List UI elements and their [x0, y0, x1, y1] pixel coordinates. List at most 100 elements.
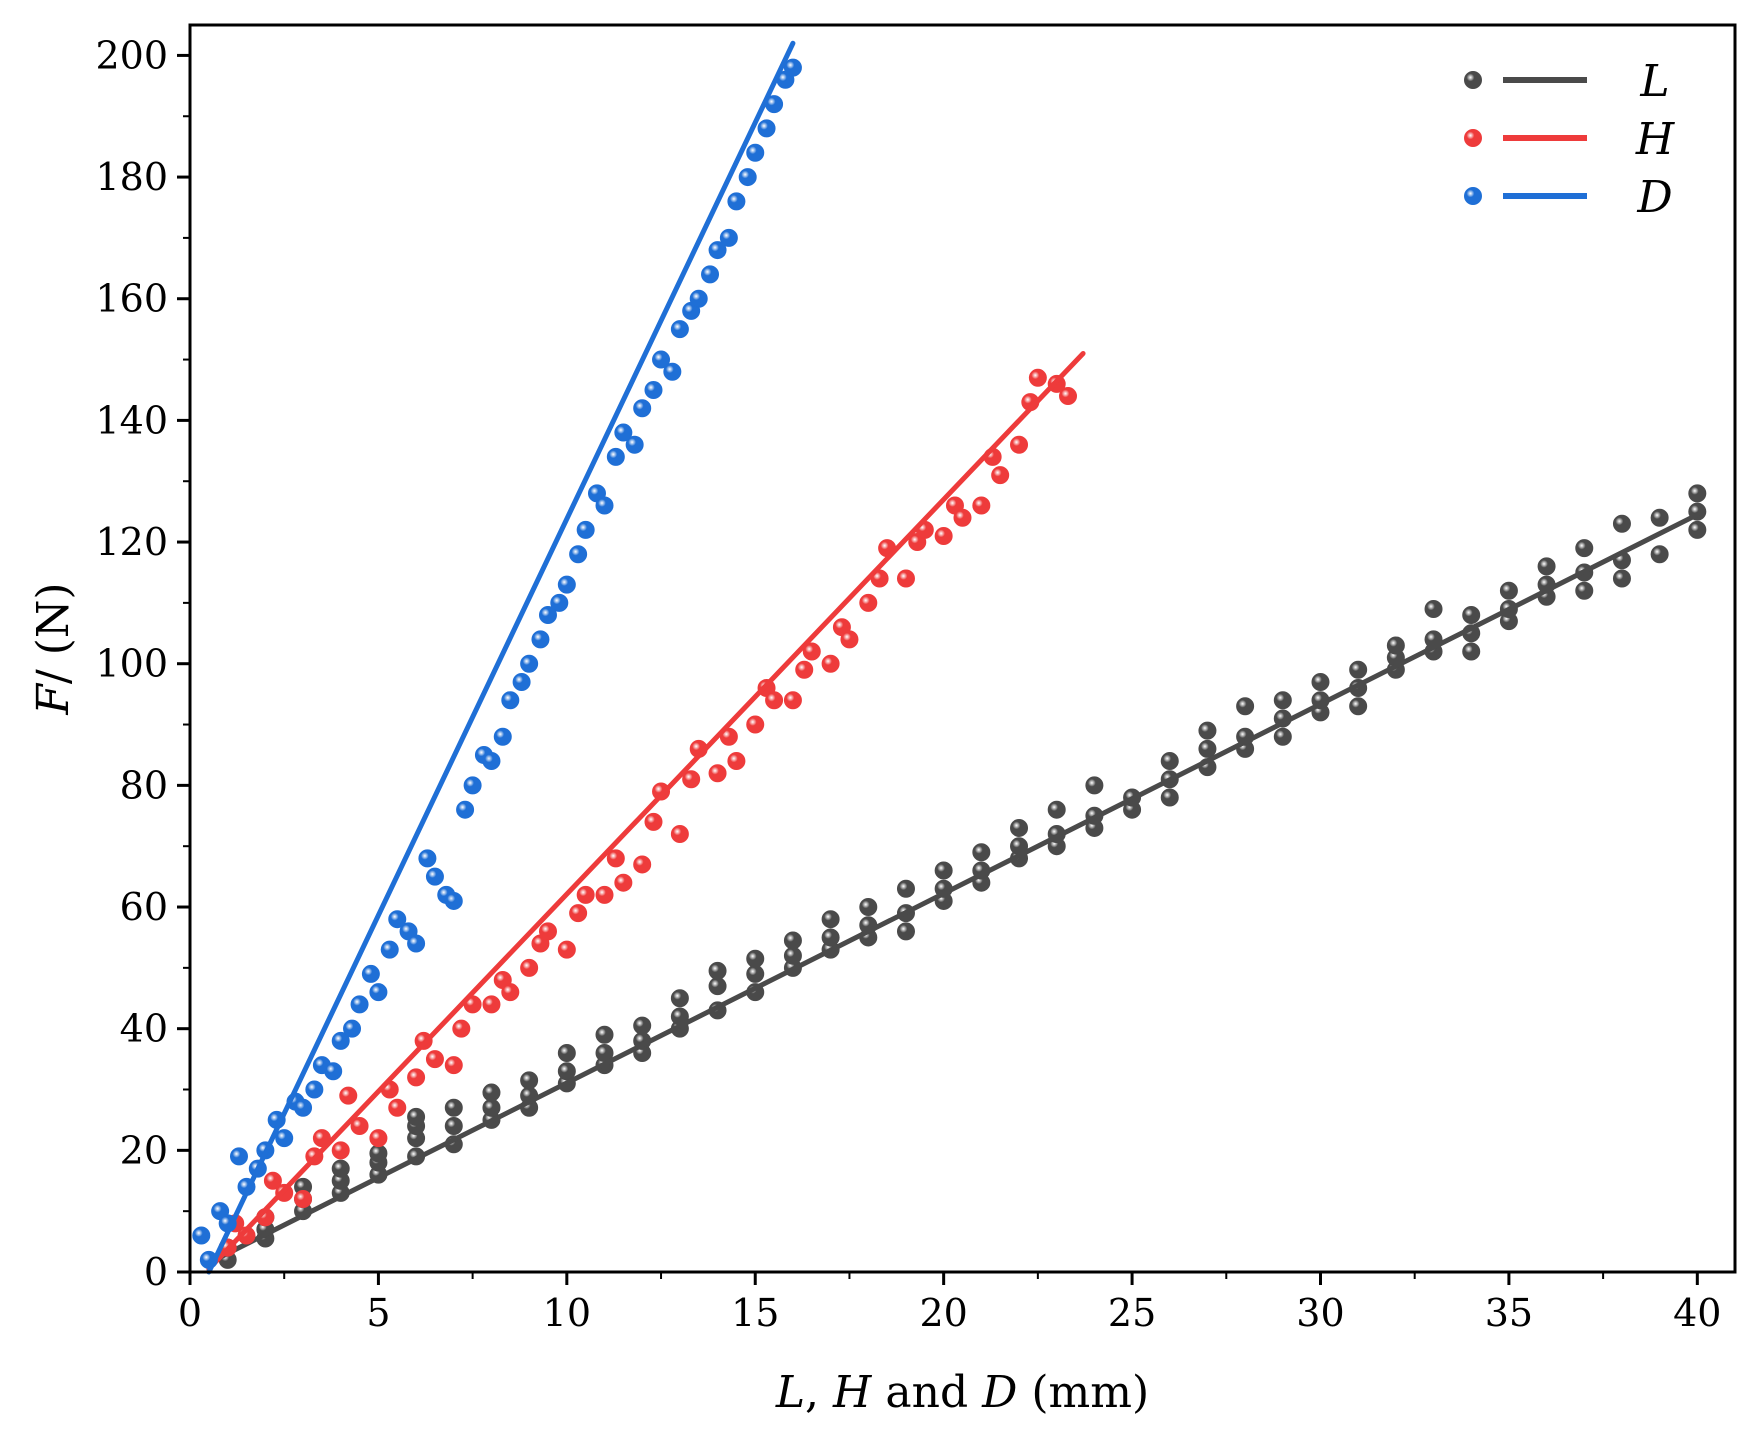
x-tick-label: 30 — [1296, 1291, 1344, 1335]
data-point-H — [708, 764, 727, 783]
data-point-L — [1688, 520, 1707, 539]
data-point-L — [1160, 788, 1179, 807]
data-point-H — [331, 1141, 350, 1160]
data-point-D — [719, 228, 738, 247]
data-point-L — [821, 928, 840, 947]
data-point-H — [339, 1086, 358, 1105]
data-point-H — [614, 873, 633, 892]
data-point-L — [1273, 691, 1292, 710]
data-point-L — [1386, 636, 1405, 655]
data-point-D — [324, 1062, 343, 1081]
fit-line-D — [206, 40, 796, 1275]
data-point-D — [595, 496, 614, 515]
data-point-L — [1612, 514, 1631, 533]
data-point-D — [557, 575, 576, 594]
x-axis-title: L, H and D (mm) — [775, 1367, 1149, 1418]
data-point-D — [738, 168, 757, 187]
data-point-D — [192, 1226, 211, 1245]
data-point-H — [746, 715, 765, 734]
data-point-H — [294, 1190, 313, 1209]
data-point-D — [625, 435, 644, 454]
data-point-H — [407, 1068, 426, 1087]
data-point-D — [689, 289, 708, 308]
data-point-L — [1650, 545, 1669, 564]
data-point-L — [1273, 727, 1292, 746]
data-point-L — [896, 922, 915, 941]
data-point-L — [708, 961, 727, 980]
data-point-D — [701, 265, 720, 284]
data-point-L — [934, 861, 953, 880]
data-point-H — [840, 630, 859, 649]
data-point-L — [821, 910, 840, 929]
data-point-D — [425, 867, 444, 886]
data-point-L — [708, 977, 727, 996]
data-point-L — [444, 1098, 463, 1117]
data-point-L — [1198, 739, 1217, 758]
data-point-D — [482, 752, 501, 771]
x-tick-label: 20 — [919, 1291, 967, 1335]
legend-marker-D — [1464, 187, 1482, 205]
y-tick-label: 100 — [95, 642, 168, 686]
legend-item-D: D — [1464, 172, 1673, 223]
x-tick-label: 35 — [1485, 1291, 1533, 1335]
data-point-H — [350, 1117, 369, 1136]
data-point-D — [305, 1080, 324, 1099]
data-point-H — [896, 569, 915, 588]
data-point-L — [859, 898, 878, 917]
y-tick-label: 140 — [95, 398, 168, 442]
x-tick-label: 10 — [543, 1291, 591, 1335]
data-point-D — [746, 143, 765, 162]
data-point-H — [727, 752, 746, 771]
data-point-L — [783, 931, 802, 950]
y-tick-label: 180 — [95, 155, 168, 199]
data-point-L — [482, 1083, 501, 1102]
axis-title-part: and — [871, 1367, 982, 1418]
axis-title-part: (mm) — [1017, 1367, 1149, 1418]
data-point-L — [972, 843, 991, 862]
data-point-H — [569, 904, 588, 923]
data-point-L — [1311, 672, 1330, 691]
legend-marker-H — [1464, 129, 1482, 147]
data-point-H — [633, 855, 652, 874]
data-point-D — [633, 399, 652, 418]
data-point-L — [369, 1144, 388, 1163]
legend-item-H: H — [1464, 114, 1676, 165]
data-point-L — [783, 946, 802, 965]
data-point-D — [361, 964, 380, 983]
data-point-H — [452, 1019, 471, 1038]
data-point-L — [482, 1098, 501, 1117]
data-point-H — [934, 526, 953, 545]
data-point-H — [520, 958, 539, 977]
data-point-D — [757, 119, 776, 138]
data-point-H — [1028, 368, 1047, 387]
data-point-D — [550, 593, 569, 612]
data-point-H — [821, 654, 840, 673]
data-point-H — [538, 922, 557, 941]
data-point-H — [1059, 387, 1078, 406]
data-point-H — [595, 885, 614, 904]
data-point-H — [444, 1056, 463, 1075]
data-point-D — [501, 691, 520, 710]
data-point-L — [1085, 776, 1104, 795]
data-point-L — [670, 989, 689, 1008]
legend-label-D: D — [1636, 172, 1672, 223]
data-point-H — [606, 849, 625, 868]
data-point-H — [501, 983, 520, 1002]
legend-item-L: L — [1464, 56, 1670, 107]
data-point-H — [482, 995, 501, 1014]
x-tick-label: 5 — [366, 1291, 390, 1335]
data-point-H — [859, 593, 878, 612]
data-point-L — [1236, 697, 1255, 716]
data-point-D — [275, 1129, 294, 1148]
data-point-L — [331, 1159, 350, 1178]
x-tick-label: 40 — [1673, 1291, 1721, 1335]
y-tick-label: 20 — [120, 1128, 168, 1172]
data-point-L — [896, 879, 915, 898]
data-point-H — [263, 1171, 282, 1190]
data-point-L — [407, 1107, 426, 1126]
data-point-H — [652, 782, 671, 801]
data-point-D — [512, 672, 531, 691]
data-point-D — [369, 983, 388, 1002]
data-point-D — [388, 910, 407, 929]
data-point-L — [444, 1117, 463, 1136]
